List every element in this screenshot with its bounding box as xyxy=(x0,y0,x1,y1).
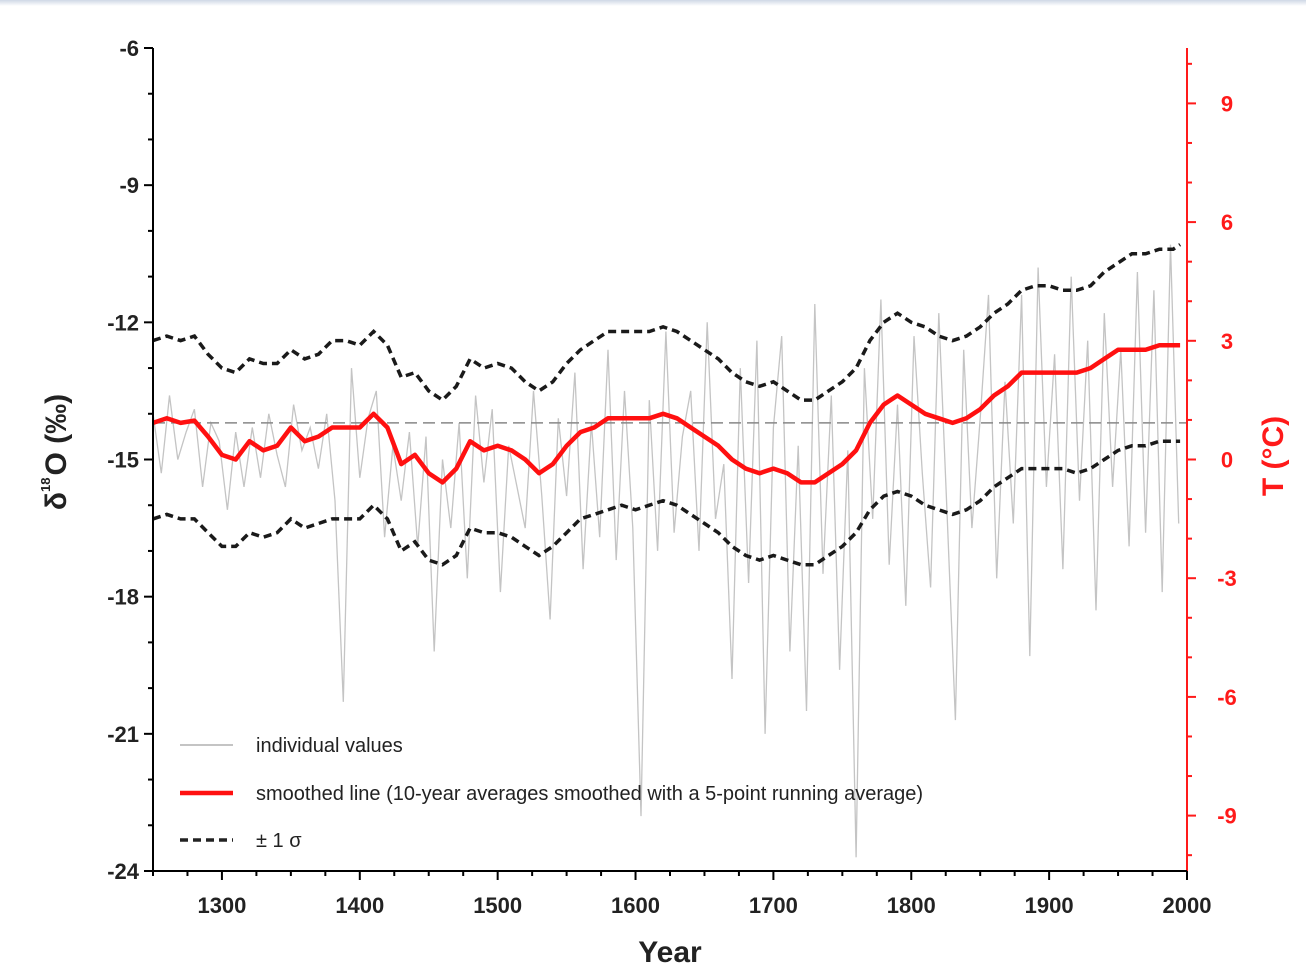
data-layer xyxy=(152,243,1187,858)
right-y-tick-label: 9 xyxy=(1221,91,1233,116)
right-axis-title: T (°C) xyxy=(1257,416,1290,496)
left-y-tick-label: -12 xyxy=(107,310,139,335)
legend-label-sigma: ± 1 σ xyxy=(256,830,302,852)
left-axis-title-rest: O (‰) xyxy=(40,394,73,476)
left-y-tick-label: -6 xyxy=(119,36,139,61)
left-y-tick-label: -24 xyxy=(107,859,140,884)
x-tick-label: 1800 xyxy=(887,893,936,918)
top-edge-strip xyxy=(0,0,1306,6)
left-y-tick-label: -21 xyxy=(107,722,139,747)
x-axis-title: Year xyxy=(638,936,702,969)
left-y-tick-label: -15 xyxy=(107,448,139,473)
series-sigma-lower xyxy=(152,439,1181,567)
svg-text:T (°C): T (°C) xyxy=(1257,416,1290,496)
series-individual-values xyxy=(152,244,1180,858)
right-y-tick-label: -6 xyxy=(1217,685,1237,710)
right-y-tick-label: 0 xyxy=(1221,448,1233,473)
x-tick-label: 2000 xyxy=(1163,893,1212,918)
series-smoothed-line xyxy=(152,342,1181,485)
x-tick-label: 1300 xyxy=(197,893,246,918)
x-tick-label: 1600 xyxy=(611,893,660,918)
right-y-tick-label: 6 xyxy=(1221,210,1233,235)
x-tick-label: 1400 xyxy=(335,893,384,918)
left-y-tick-label: -9 xyxy=(119,173,139,198)
left-y-tick-label: -18 xyxy=(107,585,139,610)
right-y-tick-label: -3 xyxy=(1217,566,1237,591)
left-axis-title: δ18O (‰) xyxy=(38,394,73,510)
x-ticks: 1300 1400 1500 1600 1700 1800 1900 2000 xyxy=(152,871,1212,918)
x-tick-label: 1500 xyxy=(473,893,522,918)
legend-label-individual: individual values xyxy=(256,735,403,757)
right-y-ticks: -9 -6 -3 0 3 6 9 xyxy=(1187,62,1237,857)
left-y-ticks: -24 -21 -18 -15 -12 -9 -6 xyxy=(107,36,153,884)
legend: individual values smoothed line (10-year… xyxy=(180,735,923,852)
right-y-tick-label: -9 xyxy=(1217,804,1237,829)
series-sigma-upper xyxy=(152,243,1182,403)
left-axis-title-superscript: 18 xyxy=(38,477,53,491)
left-axis-title-prefix: δ xyxy=(40,492,73,510)
svg-text:δ18O (‰): δ18O (‰) xyxy=(38,394,73,510)
x-tick-label: 1700 xyxy=(749,893,798,918)
right-y-tick-label: 3 xyxy=(1221,329,1233,354)
legend-label-smoothed: smoothed line (10-year averages smoothed… xyxy=(256,783,923,805)
x-tick-label: 1900 xyxy=(1025,893,1074,918)
